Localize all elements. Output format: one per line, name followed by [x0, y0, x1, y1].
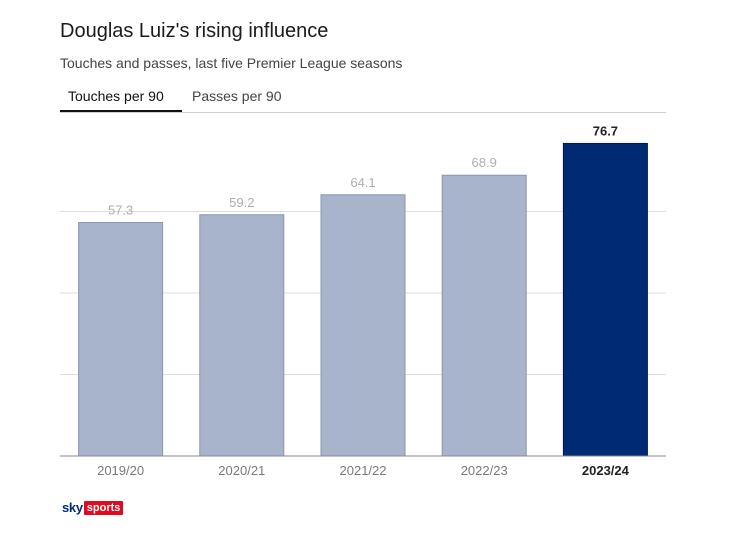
logo-sports-text: sports	[83, 500, 124, 515]
chart-subtitle: Touches and passes, last five Premier Le…	[60, 55, 403, 71]
bar-2022-23	[441, 174, 527, 457]
data-label-2020-21: 59.2	[229, 195, 254, 210]
sky-sports-logo: sky sports	[62, 500, 124, 515]
bar-2021-22	[320, 194, 406, 457]
tab-passes-per-90[interactable]: Passes per 90	[192, 88, 282, 104]
bar-2020-21	[199, 214, 285, 457]
logo-sky-text: sky	[62, 500, 83, 515]
x-tick-2020-21: 2020/21	[218, 463, 265, 478]
bar-2019-20	[78, 222, 164, 457]
data-label-2019-20: 57.3	[108, 203, 133, 218]
data-label-2023-24: 76.7	[593, 123, 618, 138]
x-tick-2021-22: 2021/22	[340, 463, 387, 478]
x-tick-2019-20: 2019/20	[97, 463, 144, 478]
chart-title: Douglas Luiz's rising influence	[60, 20, 329, 42]
metric-tabs: Touches per 90 Passes per 90	[60, 84, 666, 113]
bar-2023-24	[562, 142, 648, 457]
tab-touches-per-90[interactable]: Touches per 90	[60, 88, 182, 112]
x-tick-2022-23: 2022/23	[461, 463, 508, 478]
data-label-2021-22: 64.1	[350, 175, 375, 190]
x-tick-2023-24: 2023/24	[582, 463, 630, 478]
data-label-2022-23: 68.9	[472, 155, 497, 170]
